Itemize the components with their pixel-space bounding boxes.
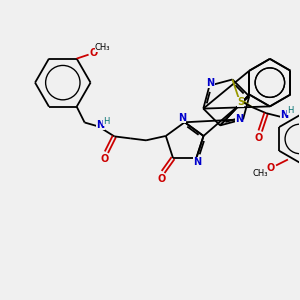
Text: O: O bbox=[157, 174, 165, 184]
Text: H: H bbox=[287, 106, 293, 115]
Text: O: O bbox=[89, 48, 98, 58]
Text: O: O bbox=[267, 164, 275, 173]
Text: CH₃: CH₃ bbox=[95, 43, 110, 52]
Text: N: N bbox=[235, 114, 243, 124]
Text: N: N bbox=[280, 110, 288, 120]
Text: H: H bbox=[103, 117, 110, 126]
Text: S: S bbox=[237, 97, 244, 107]
Text: O: O bbox=[100, 154, 109, 164]
Text: N: N bbox=[178, 113, 186, 123]
Text: N: N bbox=[96, 121, 104, 130]
Text: N: N bbox=[206, 78, 214, 88]
Text: CH₃: CH₃ bbox=[252, 169, 268, 178]
Text: O: O bbox=[254, 133, 262, 143]
Text: N: N bbox=[193, 157, 201, 167]
